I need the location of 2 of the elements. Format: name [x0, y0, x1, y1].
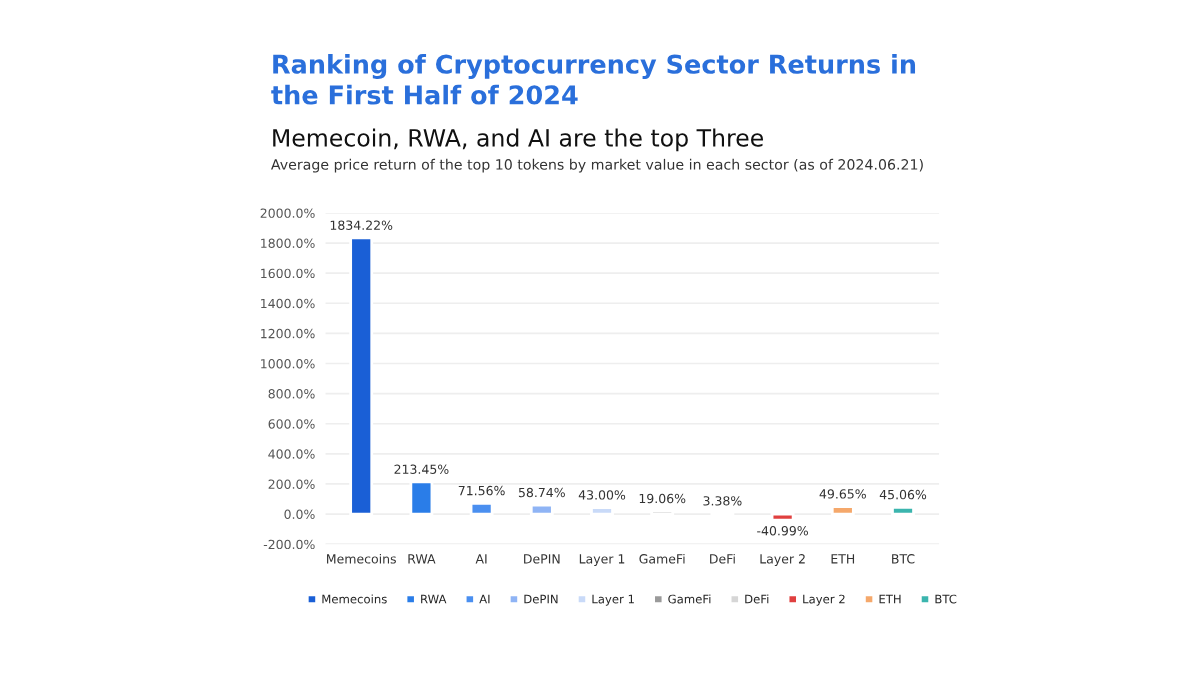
- chart-title: Ranking of Cryptocurrency Sector Returns in the First Half of 2024: [271, 54, 916, 105]
- chart-subtitle: Memecoin, RWA, and AI are the top Three: [273, 128, 763, 152]
